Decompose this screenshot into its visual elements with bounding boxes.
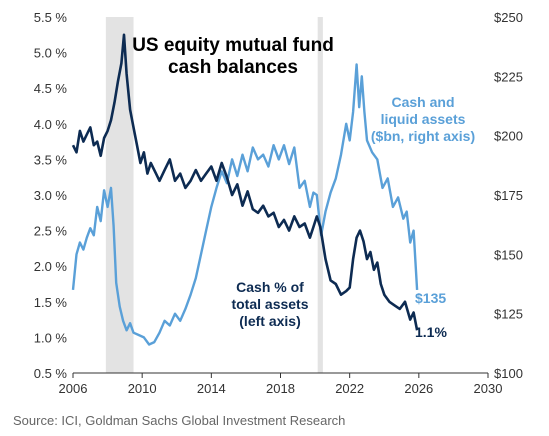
series-line-cash_pct: [71, 33, 419, 331]
y-right-tick-2: $150: [494, 247, 523, 262]
chart-title-line-1: US equity mutual fund: [132, 35, 334, 56]
y-left-tick-6: 3.5 %: [34, 152, 68, 167]
cash-assets-label-line-1: Cash and: [391, 94, 454, 110]
axes: 2006 2010 2014 2018 2022 2026 2030 0.5 % 1.0 % 1…: [34, 10, 523, 396]
shaded-period-1: [317, 17, 323, 373]
y-right-tick-labels: $100 $125 $150 $175 $200 $225 $250: [494, 10, 523, 381]
x-tick-label-2018: 2018: [266, 381, 295, 396]
x-tick-label-2026: 2026: [404, 381, 433, 396]
cash-assets-label-line-3: ($bn, right axis): [371, 128, 475, 144]
y-left-tick-2: 1.5 %: [34, 295, 68, 310]
series-lines: [71, 33, 419, 346]
source-note: Source: ICI, Goldman Sachs Global Invest…: [13, 413, 345, 428]
x-tick-label-2030: 2030: [474, 381, 503, 396]
y-left-tick-labels: 0.5 % 1.0 % 1.5 % 2.0 % 2.5 % 3.0 % 3.5 % 4.0 %…: [34, 10, 68, 381]
y-left-tick-0: 0.5 %: [34, 366, 68, 381]
x-tick-label-2014: 2014: [197, 381, 226, 396]
x-tick-label-2022: 2022: [335, 381, 364, 396]
series-line-cash_assets: [71, 63, 419, 346]
cash-pct-label-line-1: Cash % of: [236, 279, 304, 295]
y-left-tick-5: 3.0 %: [34, 188, 68, 203]
cash-pct-label-line-2: total assets: [231, 296, 308, 312]
y-left-tick-8: 4.5 %: [34, 81, 68, 96]
cash-assets-label-line-2: liquid assets: [381, 111, 466, 127]
x-tick-labels: 2006 2010 2014 2018 2022 2026 2030: [59, 381, 503, 396]
chart-title-line-2: cash balances: [168, 57, 298, 78]
y-right-tick-0: $100: [494, 366, 523, 381]
y-right-tick-6: $250: [494, 10, 523, 25]
y-right-tick-1: $125: [494, 307, 523, 322]
cash-pct-label-line-3: (left axis): [239, 313, 300, 329]
cash-pct-end-label: 1.1%: [415, 324, 447, 340]
y-left-tick-3: 2.0 %: [34, 259, 68, 274]
y-right-tick-3: $175: [494, 188, 523, 203]
x-tick-label-2010: 2010: [128, 381, 157, 396]
y-right-tick-5: $225: [494, 69, 523, 84]
y-left-tick-4: 2.5 %: [34, 224, 68, 239]
x-tick-marks: [72, 373, 489, 378]
y-right-tick-4: $200: [494, 129, 523, 144]
y-left-tick-10: 5.5 %: [34, 10, 68, 25]
y-left-tick-1: 1.0 %: [34, 330, 68, 345]
x-tick-label-2006: 2006: [59, 381, 88, 396]
cash-assets-end-label: $135: [415, 290, 446, 306]
y-left-tick-7: 4.0 %: [34, 117, 68, 132]
y-left-tick-9: 5.0 %: [34, 46, 68, 61]
